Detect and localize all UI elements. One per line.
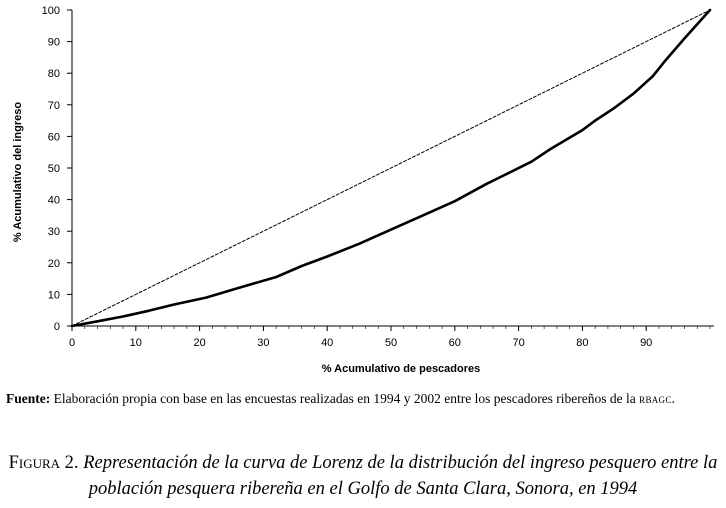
y-ticks: 0 10 20 30 40 50 60 70 80 90 100 bbox=[42, 5, 72, 333]
y-tick-label: 10 bbox=[48, 289, 60, 301]
x-tick-label: 20 bbox=[193, 337, 205, 349]
y-tick-label: 50 bbox=[48, 163, 60, 175]
y-axis-title: % Acumulativo del ingreso bbox=[12, 102, 24, 242]
y-tick-label: 90 bbox=[48, 37, 60, 49]
x-tick-label: 50 bbox=[385, 337, 397, 349]
lorenz-chart: 0 10 20 30 40 50 60 70 80 90 0 10 20 30 40 50 60 70 80 90 1… bbox=[12, 5, 714, 375]
figure-number: Figura 2. bbox=[8, 453, 79, 473]
x-tick-label: 80 bbox=[576, 337, 588, 349]
series-layer bbox=[70, 8, 712, 328]
y-tick-label: 60 bbox=[48, 131, 60, 143]
figure-caption: Figura 2. Representación de la curva de … bbox=[0, 450, 726, 502]
source-text: Elaboración propia con base en las encue… bbox=[53, 391, 636, 406]
figure-title: Representación de la curva de Lorenz de … bbox=[83, 453, 718, 499]
x-tick-label: 0 bbox=[69, 337, 75, 349]
y-tick-label: 80 bbox=[48, 68, 60, 80]
x-tick-label: 10 bbox=[130, 337, 142, 349]
y-tick-label: 20 bbox=[48, 258, 60, 270]
x-tick-label: 70 bbox=[512, 337, 524, 349]
source-end: . bbox=[671, 391, 676, 406]
y-tick-label: 30 bbox=[48, 226, 60, 238]
x-tick-label: 90 bbox=[640, 337, 652, 349]
source-label: Fuente: bbox=[6, 391, 51, 406]
x-tick-label: 40 bbox=[321, 337, 333, 349]
y-tick-label: 70 bbox=[48, 100, 60, 112]
y-tick-label: 0 bbox=[54, 321, 60, 333]
x-ticks: 0 10 20 30 40 50 60 70 80 90 bbox=[69, 326, 711, 349]
equality-line bbox=[71, 9, 711, 327]
y-tick-label: 100 bbox=[42, 5, 60, 17]
source-abbreviation: RBAGC bbox=[639, 391, 672, 406]
source-note: Fuente: Elaboración propia con base en l… bbox=[6, 390, 722, 408]
x-axis-title: % Acumulativo de pescadores bbox=[322, 363, 481, 375]
lorenz-curve bbox=[70, 8, 712, 328]
x-tick-label: 30 bbox=[257, 337, 269, 349]
x-tick-label: 60 bbox=[449, 337, 461, 349]
y-tick-label: 40 bbox=[48, 195, 60, 207]
